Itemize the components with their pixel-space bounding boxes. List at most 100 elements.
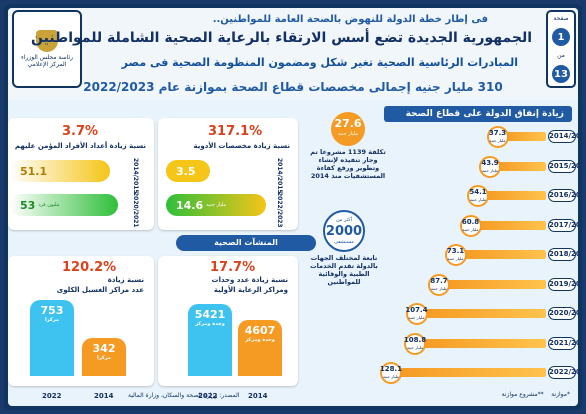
legend-budget: *موازنة <box>551 391 570 398</box>
spending-bar <box>396 368 546 377</box>
units-new-value: 5421 <box>194 308 226 321</box>
spending-value-badge: 43.9 مليار جنيه <box>479 155 501 178</box>
hospitals-value: 2000 <box>325 223 363 239</box>
dialysis-new-year: 2022 <box>42 392 62 400</box>
spending-unit: مليار جنيه <box>406 344 424 350</box>
insured-old-value: 51.1 <box>20 164 48 178</box>
infographic-canvas: رئاسة مجلس الوزراء المركز الإعلامي فى إط… <box>8 8 578 406</box>
units-caption2: ومراكز الرعاية الأولية <box>213 286 288 294</box>
dialysis-caption2: عدد مراكز الغسيل الكلوى <box>56 286 144 294</box>
dialysis-caption1: نسبة زيادة <box>107 276 144 284</box>
insured-new-year: 2020/2021 <box>132 192 139 228</box>
spending-bar <box>483 191 546 200</box>
spending-unit: مليار جنيه <box>481 167 499 173</box>
spending-unit: مليار جنيه <box>469 197 487 202</box>
cost-text: تكلفة 1139 مشروعا تم وجار تنفيذه لإنشاء … <box>310 148 386 180</box>
units-caption1: نسبة زيادة عدد وحدات <box>211 276 288 284</box>
spending-value: 54.1 <box>469 188 487 196</box>
insured-old-year: 2014/2015 <box>132 158 139 194</box>
logo-text: رئاسة مجلس الوزراء المركز الإعلامي <box>20 54 74 68</box>
header: رئاسة مجلس الوزراء المركز الإعلامي فى إط… <box>8 8 578 100</box>
dialysis-old-value: 342 <box>92 342 116 355</box>
spending-unit: مليار جنيه <box>462 226 479 232</box>
page-number: 1 <box>552 28 570 46</box>
page-total: 13 <box>552 65 570 83</box>
page-subtitle: المبادرات الرئاسية الصحية تغير شكل ومضمو… <box>121 56 518 69</box>
spending-value: 37.3 <box>488 129 507 137</box>
insured-new-pill: 53 مليون فرد <box>10 194 118 216</box>
spending-year: 2021/2022 <box>548 336 578 350</box>
spending-value-badge: 108.8 مليار جنيه <box>403 332 427 355</box>
insured-new-value: 53 <box>20 198 36 212</box>
insured-unit: مليون فرد <box>38 202 60 208</box>
spending-value-badge: 37.3 مليار جنيه <box>486 126 509 148</box>
legend: *موازنة **مشروع موازنة <box>502 391 570 398</box>
spending-value: 87.7 <box>430 276 448 285</box>
insured-pct: 3.7% <box>62 124 99 139</box>
spending-value: 128.1 <box>379 365 403 373</box>
dialysis-old-unit: مركزا <box>97 355 111 361</box>
spending-unit: مليار جنيه <box>408 315 425 320</box>
spending-bar <box>502 132 546 141</box>
spending-year: 2017/2018 <box>548 218 578 232</box>
hospitals-text: تابعة لمختلف الجهات بالدولة تقدم الخدمات… <box>310 254 378 286</box>
drugs-new-year: 2022/2023 <box>276 192 283 228</box>
eagle-icon <box>36 30 58 52</box>
drugs-old-value: 3.5 <box>176 164 196 178</box>
page-title: الجمهورية الجديدة تضع أسس الارتقاء بالرع… <box>31 30 532 46</box>
units-old-column: 4607 وحدة ومركز <box>238 320 282 376</box>
spending-value-badge: 73.1 مليار جنيه <box>444 244 467 266</box>
spending-year: 2016/2017 <box>548 189 578 202</box>
spending-value: 108.8 <box>403 335 427 344</box>
insured-card: 3.7% نسبة زيادة أعداد الأفراد المؤمن علي… <box>8 118 154 230</box>
spending-bar <box>495 161 546 171</box>
source-note: المصدر: وزارة الصحة والسكان، وزارة المال… <box>128 392 240 399</box>
spending-value: 73.1 <box>446 247 465 255</box>
kicker: فى إطار خطة الدولة للنهوض بالصحة العامة … <box>212 14 488 25</box>
drugs-old-year: 2014/2015 <box>276 158 283 194</box>
dialysis-old-year: 2014 <box>94 392 114 400</box>
dialysis-new-column: 753 مركزا <box>30 300 74 376</box>
spending-unit: مليار جنيه <box>489 138 506 143</box>
cost-unit: مليار جنيه <box>337 131 359 137</box>
spending-value-badge: 60.8 مليار جنيه <box>459 214 482 237</box>
spending-year: 2020/2021 <box>548 307 578 320</box>
section-title: المنشآت الصحية <box>176 235 316 251</box>
cost-bubble: 27.6 مليار جنيه <box>331 112 365 146</box>
spending-value: 43.9 <box>481 158 499 167</box>
drugs-new-value: 14.6 <box>176 198 204 212</box>
units-new-column: 5421 وحدة ومركز <box>188 304 232 376</box>
spending-unit: مليار جنيه <box>447 256 464 261</box>
spending-value: 60.8 <box>461 217 480 226</box>
drugs-unit: مليار جنيه <box>206 202 227 208</box>
drugs-old-pill: 3.5 <box>166 160 210 182</box>
cost-value: 27.6 <box>334 117 362 130</box>
spending-value-badge: 107.4 مليار جنيه <box>405 303 428 325</box>
spending-year: 2018/2019 <box>548 248 578 261</box>
units-new-year: 2022 <box>198 392 218 400</box>
drugs-caption: نسبة زيادة مخصصات الأدوية <box>193 142 290 150</box>
units-old-value: 4607 <box>244 324 276 337</box>
spending-bar <box>444 279 546 289</box>
drugs-new-pill: 14.6 مليار جنيه <box>166 194 266 216</box>
cabinet-logo: رئاسة مجلس الوزراء المركز الإعلامي <box>12 10 82 88</box>
spending-unit: مليار جنيه <box>430 285 448 291</box>
page-indicator: صفحة 1 من 13 <box>546 10 576 88</box>
drugs-card: 317.1% نسبة زيادة مخصصات الأدوية 3.5 201… <box>158 118 298 230</box>
spending-bar <box>475 220 546 230</box>
page-of-label: من <box>557 52 565 59</box>
spending-year: 2015/2016 <box>548 159 578 173</box>
hospitals-callout: أكثر من 2000 مستشفى تابعة لمختلف الجهات … <box>304 210 384 286</box>
units-old-year: 2014 <box>248 392 268 400</box>
units-pct: 17.7% <box>210 260 256 275</box>
dialysis-new-value: 753 <box>40 304 64 317</box>
